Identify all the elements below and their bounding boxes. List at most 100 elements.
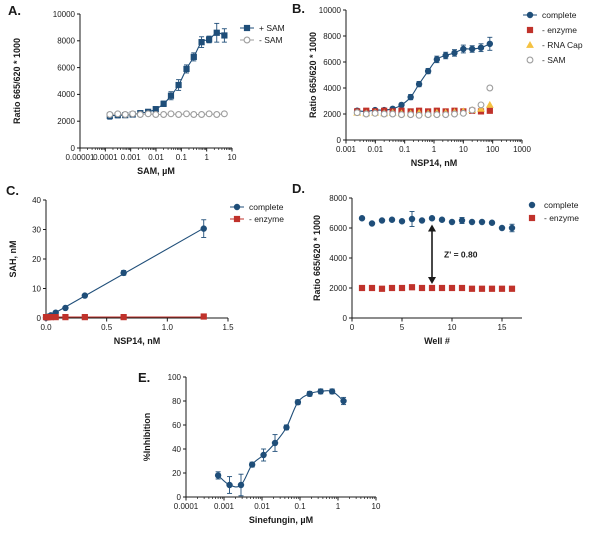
y-tick-label: 8000 (329, 194, 347, 203)
data-point (458, 284, 466, 292)
x-tick-label: 1 (204, 153, 209, 162)
panel-label: A. (8, 3, 21, 18)
legend-label: - enzyme (544, 213, 579, 223)
series-complete (353, 36, 494, 115)
data-point (198, 39, 205, 46)
data-point (167, 110, 175, 118)
y-tick-label: 0 (337, 136, 342, 145)
data-point (460, 45, 467, 53)
data-point (408, 284, 416, 291)
data-point (237, 481, 245, 489)
x-tick-label: 1 (336, 502, 341, 511)
y-tick-label: 80 (172, 397, 181, 406)
legend-marker (233, 203, 241, 211)
y-tick-label: 4000 (329, 254, 347, 263)
data-point (498, 285, 506, 292)
data-point (226, 481, 233, 489)
x-tick-label: 0.0 (40, 323, 52, 332)
data-point (62, 304, 69, 312)
data-point (129, 110, 137, 118)
x-tick-label: 1 (432, 145, 437, 154)
data-point (468, 45, 476, 53)
data-point (120, 269, 127, 277)
data-point (81, 314, 88, 321)
data-point (468, 285, 476, 292)
data-point (485, 100, 494, 108)
fit-curve (357, 43, 491, 112)
legend-label: complete (544, 200, 579, 210)
data-point (368, 284, 376, 292)
legend-marker (526, 40, 534, 48)
legend-marker (243, 24, 251, 32)
data-point (198, 111, 206, 118)
y-tick-label: 20 (32, 255, 41, 264)
y-axis-title: Ratio 665/620 * 1000 (308, 32, 318, 118)
data-point (433, 111, 441, 119)
data-point (448, 218, 456, 226)
chart-panel-c: C. 0 10 20 30 40 0.0 0.5 1.0 1.5 NSP14, nM SAH, nM c… (6, 183, 284, 346)
x-tick-label: 10 (459, 145, 468, 154)
data-point (424, 67, 432, 75)
y-tick-label: 8000 (323, 32, 341, 41)
x-tick-label: 0.001 (121, 153, 142, 162)
data-point (362, 110, 370, 118)
y-axis-title: Ratio 665/620 * 1000 (12, 38, 22, 124)
y-tick-label: 0 (177, 493, 182, 502)
series-complete (42, 219, 207, 321)
data-point (378, 217, 386, 224)
legend-marker (243, 36, 251, 44)
panel-label: E. (138, 370, 150, 385)
x-tick-label: 10 (448, 323, 457, 332)
x-tick-label: 0.01 (254, 502, 270, 511)
chart-panel-b: B. 0 2000 4000 6000 8000 10000 0.001 0.01 0.1 1 10 1… (292, 1, 583, 168)
data-point (160, 100, 167, 107)
y-tick-label: 10000 (319, 6, 342, 15)
data-point (271, 439, 279, 447)
data-point (459, 109, 467, 117)
x-tick-label: 0.5 (101, 323, 113, 332)
legend-label: + SAM (259, 23, 285, 33)
data-point (120, 314, 127, 321)
y-tick-label: 10000 (53, 10, 76, 19)
x-tick-label: 0.001 (336, 145, 357, 154)
y-tick-label: 60 (172, 421, 181, 430)
data-point (220, 110, 228, 118)
legend-label: - enzyme (542, 25, 577, 35)
y-axis-title: Ratio 665/620 * 1000 (312, 215, 322, 301)
data-point (121, 111, 129, 118)
data-point (398, 284, 406, 292)
data-point (468, 218, 476, 226)
series-complete (358, 211, 516, 233)
legend-marker (526, 56, 534, 64)
y-tick-label: 10 (32, 284, 41, 293)
legend-marker (526, 26, 534, 34)
y-tick-label: 6000 (323, 58, 341, 67)
data-point (175, 81, 182, 89)
data-point (378, 285, 386, 292)
y-tick-label: 8000 (57, 37, 75, 46)
legend: complete - enzyme (528, 200, 579, 223)
data-point (478, 285, 486, 292)
data-point (358, 284, 366, 292)
x-tick-label: 0.1 (294, 502, 306, 511)
legend-marker (233, 215, 241, 223)
legend-label: - enzyme (249, 214, 284, 224)
data-point (167, 92, 175, 99)
legend: complete - enzyme - RNA Cap - SAM (523, 10, 583, 65)
data-point (458, 217, 466, 224)
x-tick-label: 10 (372, 502, 381, 511)
panel-label: C. (6, 183, 19, 198)
arrow-head-up (428, 224, 436, 232)
y-tick-label: 40 (172, 445, 181, 454)
panel-label: D. (292, 181, 305, 196)
data-point (144, 110, 152, 118)
series--sam (106, 22, 228, 120)
fit-curve (109, 32, 225, 117)
y-tick-label: 0 (71, 144, 76, 153)
data-point (190, 111, 198, 118)
data-point (200, 225, 207, 232)
data-point (448, 284, 456, 292)
data-point (389, 110, 397, 118)
y-axis-title: SAH, nM (8, 241, 18, 278)
